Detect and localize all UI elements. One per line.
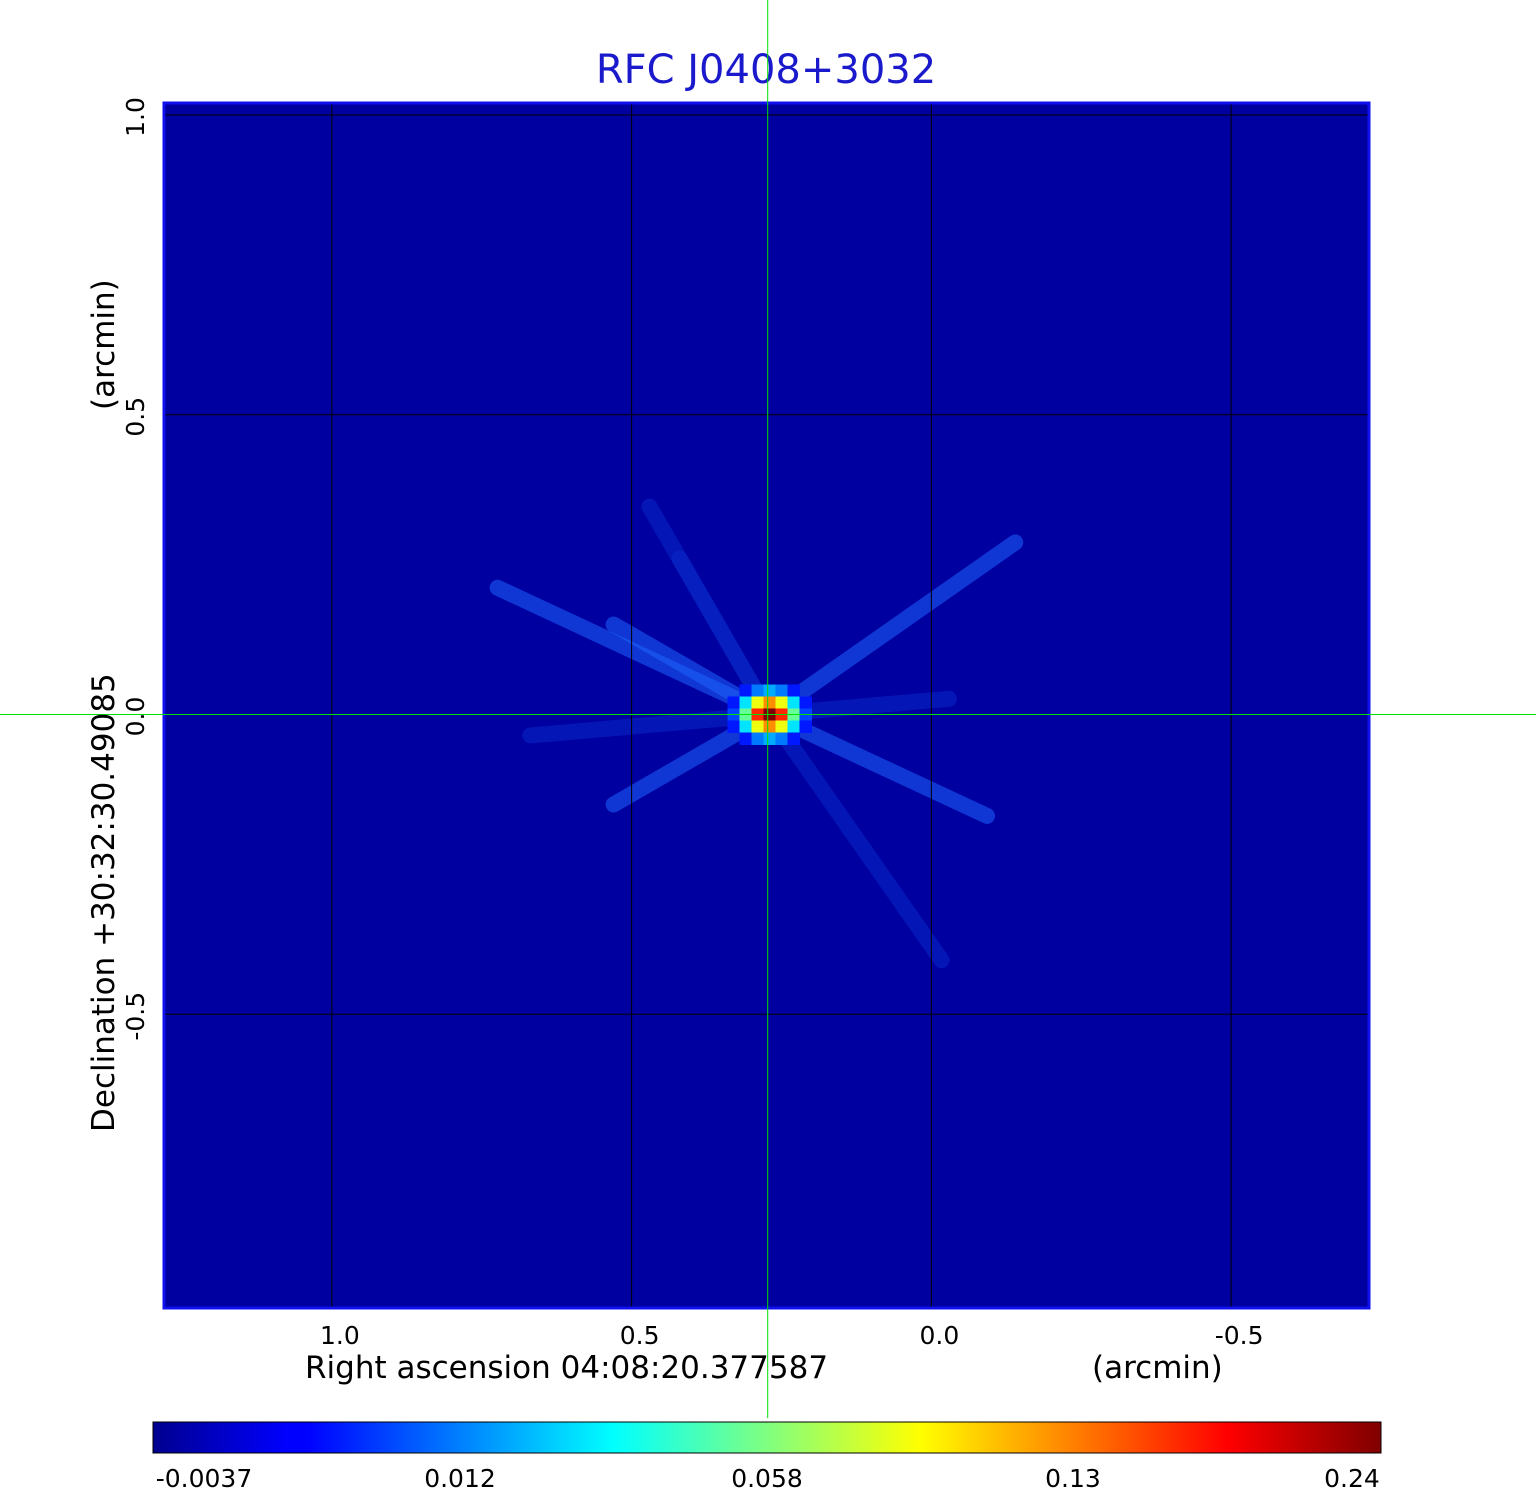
colorbar-tick-label: 0.13 bbox=[1045, 1464, 1101, 1493]
colorbar-tick-label: 0.24 bbox=[1324, 1464, 1380, 1493]
sidelobe-streak bbox=[761, 534, 1024, 723]
peak-cell bbox=[727, 720, 740, 733]
peak-cell bbox=[751, 732, 764, 745]
peak-cell bbox=[763, 720, 776, 733]
source-peak bbox=[727, 684, 812, 745]
peak-cell bbox=[787, 732, 800, 745]
x-tick-label: 1.0 bbox=[320, 1321, 360, 1350]
chart-title: RFC J0408+3032 bbox=[596, 47, 936, 93]
peak-cell bbox=[787, 684, 800, 697]
heatmap-image bbox=[164, 103, 1369, 1308]
colorbar-gradient bbox=[152, 1421, 1382, 1454]
y-tick-label: -0.5 bbox=[121, 992, 150, 1041]
sidelobe-streak bbox=[761, 706, 950, 969]
y-axis-unit: (arcmin) bbox=[86, 279, 122, 410]
peak-cell bbox=[727, 696, 740, 709]
sidelobe-streak bbox=[489, 579, 778, 723]
peak-cell bbox=[751, 720, 764, 733]
colorbar: -0.0037 0.012 0.058 0.13 0.24 bbox=[152, 1421, 1382, 1493]
peak-cell bbox=[739, 720, 752, 733]
y-tick-label: 1.0 bbox=[121, 97, 150, 137]
peak-cell bbox=[775, 696, 788, 709]
crosshair bbox=[0, 0, 1536, 1418]
peak-cell bbox=[751, 696, 764, 709]
colorbar-tick-label: -0.0037 bbox=[156, 1464, 253, 1493]
y-tick-labels: 1.0 0.5 0.0 -0.5 bbox=[121, 97, 150, 1041]
x-tick-label: 0.5 bbox=[620, 1321, 660, 1350]
colorbar-tick-labels: -0.0037 0.012 0.058 0.13 0.24 bbox=[156, 1464, 1380, 1493]
peak-cell bbox=[775, 732, 788, 745]
peak-cell bbox=[799, 720, 812, 733]
peak-cell bbox=[739, 684, 752, 697]
x-tick-label: 0.0 bbox=[919, 1321, 959, 1350]
x-tick-labels: 1.0 0.5 0.0 -0.5 bbox=[320, 1321, 1264, 1350]
y-tick-label: 0.5 bbox=[121, 397, 150, 437]
peak-cell bbox=[739, 696, 752, 709]
peak-cell bbox=[787, 720, 800, 733]
x-axis-label: Right ascension 04:08:20.377587 bbox=[305, 1350, 828, 1386]
peak-cell bbox=[775, 720, 788, 733]
peak-cell bbox=[799, 696, 812, 709]
peak-cell bbox=[775, 684, 788, 697]
x-tick-label: -0.5 bbox=[1215, 1321, 1264, 1350]
peak-cell bbox=[763, 684, 776, 697]
peak-cell bbox=[739, 732, 752, 745]
y-tick-label: 0.0 bbox=[121, 697, 150, 737]
y-axis-label: Declination +30:32:30.49085 bbox=[86, 673, 122, 1132]
peak-cell bbox=[787, 696, 800, 709]
plot-frame bbox=[162, 101, 1371, 1310]
peak-cell bbox=[751, 684, 764, 697]
colorbar-tick-label: 0.012 bbox=[424, 1464, 496, 1493]
peak-cell bbox=[763, 732, 776, 745]
x-axis-unit: (arcmin) bbox=[1092, 1350, 1223, 1386]
peak-cell bbox=[763, 696, 776, 709]
colorbar-tick-label: 0.058 bbox=[731, 1464, 803, 1493]
